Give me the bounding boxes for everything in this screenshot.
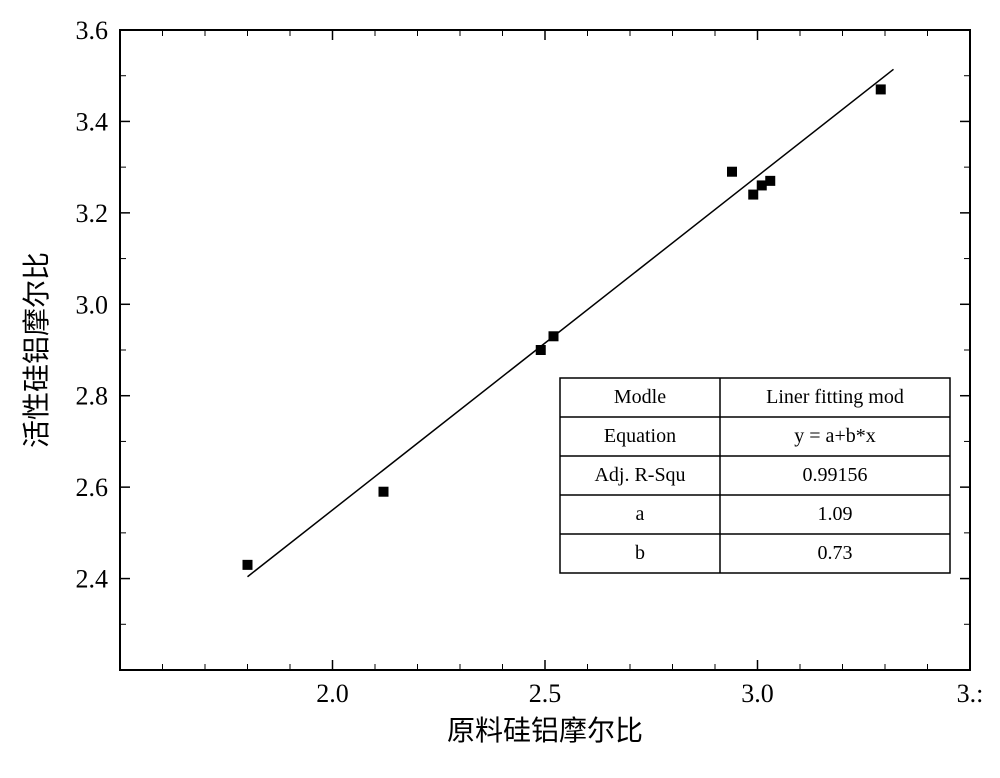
x-tick-label: 2.5: [529, 679, 562, 708]
table-cell-value: 1.09: [818, 503, 853, 525]
y-axis-label: 活性硅铝摩尔比: [21, 252, 53, 448]
fit-info-table: Modle Liner fitting mod Equation y = a+b*x A…: [560, 378, 950, 573]
x-axis-label: 原料硅铝摩尔比: [447, 715, 643, 747]
data-point: [765, 176, 775, 186]
y-tick-label: 3.6: [76, 16, 109, 45]
scatter-chart-container: 2.0 2.5 3.0 3.: 2.4 2.6 2.8 3.0 3.2 3.4 3.6 原料硅铝摩尔比…: [0, 0, 1000, 778]
data-point: [536, 345, 546, 355]
table-cell-value: y = a+b*x: [794, 425, 875, 447]
data-point: [748, 190, 758, 200]
data-point: [876, 84, 886, 94]
y-tick-label: 3.4: [76, 107, 109, 136]
x-tick-label: 2.0: [316, 679, 349, 708]
table-cell-value: Liner fitting mod: [766, 386, 904, 408]
x-tick-label: 3.:: [957, 679, 984, 708]
y-tick-label: 2.6: [76, 473, 109, 502]
y-tick-label: 3.0: [76, 290, 109, 319]
data-point: [727, 167, 737, 177]
y-tick-label: 2.4: [76, 565, 109, 594]
table-cell-key: b: [635, 542, 645, 564]
y-tick-label: 3.2: [76, 199, 109, 228]
data-point: [379, 487, 389, 497]
table-cell-key: Equation: [604, 425, 676, 447]
data-point: [549, 331, 559, 341]
table-cell-key: Adj. R-Squ: [594, 464, 685, 486]
y-tick-label: 2.8: [76, 382, 109, 411]
data-point: [243, 560, 253, 570]
table-cell-value: 0.73: [818, 542, 853, 564]
table-cell-key: a: [636, 503, 645, 525]
x-tick-label: 3.0: [741, 679, 774, 708]
table-cell-value: 0.99156: [803, 464, 868, 486]
table-cell-key: Modle: [614, 386, 666, 408]
chart-svg: 2.0 2.5 3.0 3.: 2.4 2.6 2.8 3.0 3.2 3.4 3.6 原料硅铝摩尔比…: [0, 0, 1000, 778]
